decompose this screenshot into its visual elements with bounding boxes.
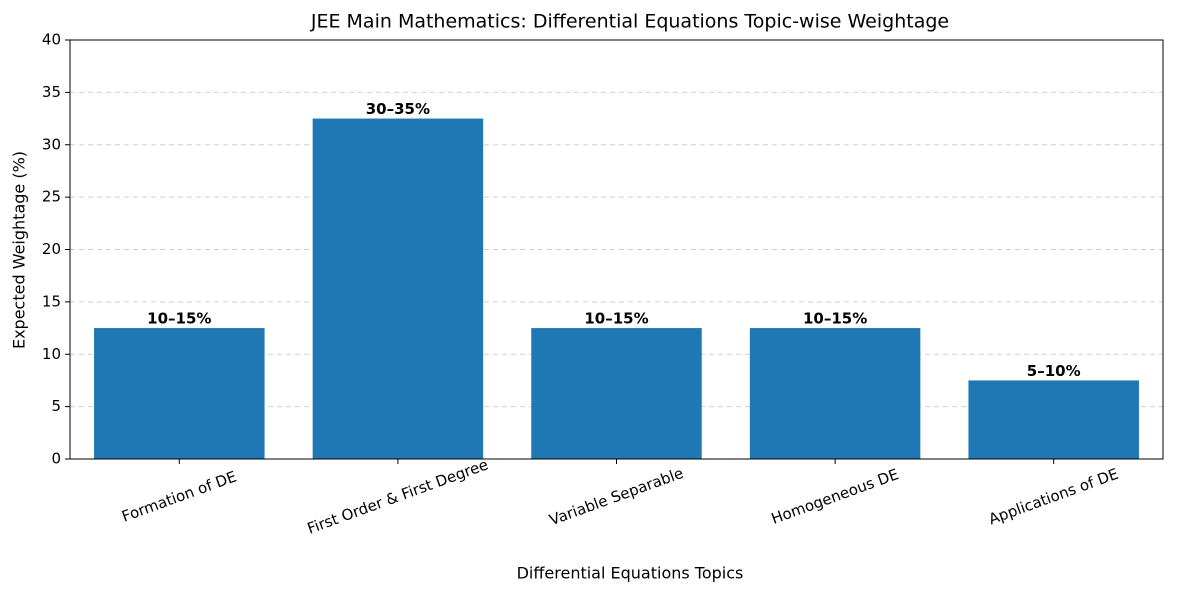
value-label: 10–15% — [584, 310, 648, 328]
y-tick-label: 35 — [42, 83, 61, 101]
y-axis-label: Expected Weightage (%) — [10, 151, 29, 349]
y-tick-label: 30 — [42, 135, 61, 153]
y-tick-label: 40 — [42, 31, 61, 49]
x-axis-label: Differential Equations Topics — [517, 564, 744, 583]
y-tick-label: 5 — [51, 397, 61, 415]
chart-title: JEE Main Mathematics: Differential Equat… — [310, 11, 949, 33]
y-tick-label: 15 — [42, 292, 61, 310]
value-label: 30–35% — [366, 100, 430, 118]
x-tick-label: Applications of DE — [986, 465, 1121, 529]
value-label: 10–15% — [147, 310, 211, 328]
bar — [94, 328, 265, 459]
x-tick-label: Formation of DE — [119, 467, 239, 525]
value-label: 10–15% — [803, 310, 867, 328]
x-tick-label: Homogeneous DE — [769, 465, 901, 528]
bar — [749, 328, 921, 459]
x-tick-label: Variable Separable — [547, 464, 686, 529]
x-tick-label: First Order & First Degree — [305, 455, 491, 537]
y-tick-label: 20 — [42, 240, 61, 258]
y-tick-label: 10 — [42, 345, 61, 363]
bar — [968, 380, 1139, 459]
y-tick-label: 25 — [42, 188, 61, 206]
bar — [531, 328, 702, 459]
bar — [312, 118, 484, 459]
plot-frame — [69, 39, 1164, 460]
value-label: 5–10% — [1027, 362, 1081, 380]
y-tick-label: 0 — [51, 450, 61, 468]
